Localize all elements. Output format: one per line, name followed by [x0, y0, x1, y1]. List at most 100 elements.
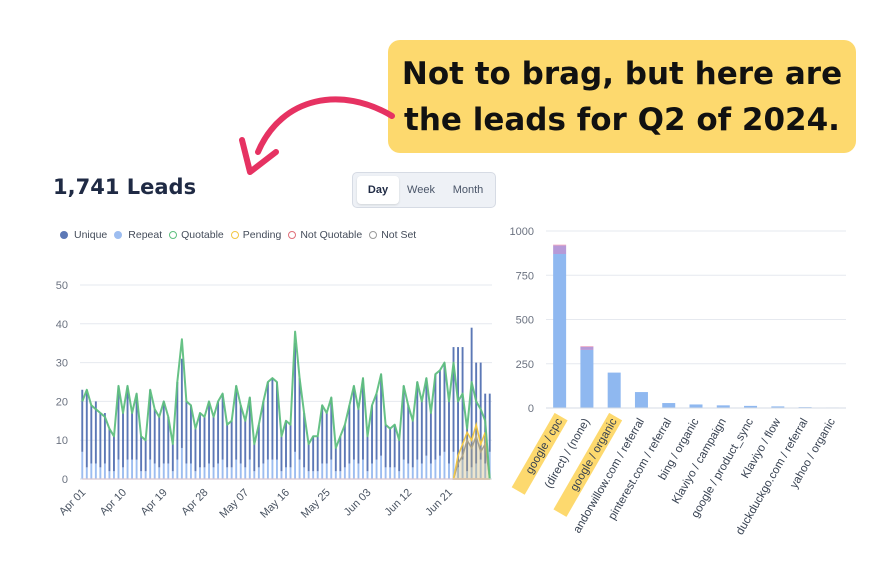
bar-repeat	[285, 467, 287, 479]
bar-segment-2	[553, 244, 567, 246]
y-tick-label: 750	[516, 270, 534, 282]
legend-item-unique[interactable]: Unique	[60, 229, 107, 241]
bar-unique	[248, 397, 251, 460]
legend-item-pending[interactable]: Pending	[230, 229, 282, 241]
bar-unique	[466, 424, 469, 472]
bar-repeat	[384, 467, 387, 479]
bar-unique	[434, 374, 437, 460]
bar-repeat	[457, 467, 459, 479]
bar-unique	[420, 401, 423, 464]
legend-item-quotable[interactable]: Quotable	[169, 229, 224, 241]
legend-swatch	[60, 231, 68, 239]
bar-unique	[239, 405, 242, 464]
bar-repeat	[407, 463, 410, 479]
legend-label: Pending	[242, 229, 282, 241]
bar-unique	[362, 378, 364, 460]
bar-unique	[135, 393, 138, 460]
bar-unique	[194, 428, 197, 472]
bar-segment-0	[771, 406, 785, 408]
bar-repeat	[176, 459, 179, 479]
bar-repeat	[343, 467, 346, 479]
bar-repeat	[122, 467, 124, 479]
bar-repeat	[275, 459, 278, 479]
bar-repeat	[167, 463, 170, 479]
bar-unique	[257, 424, 260, 468]
bar-repeat	[420, 463, 423, 479]
legend-label: Repeat	[128, 229, 163, 241]
bar-repeat	[429, 463, 432, 479]
bar-unique	[312, 436, 315, 472]
bar-repeat	[470, 467, 473, 479]
bar-unique	[321, 405, 324, 464]
legend-item-repeat[interactable]: Repeat	[114, 229, 162, 241]
y-tick-label: 250	[516, 359, 534, 371]
bar-unique	[122, 413, 124, 468]
bar-unique	[131, 413, 134, 460]
bar-repeat	[289, 467, 292, 479]
bar-unique	[325, 413, 328, 464]
bar-repeat	[312, 471, 315, 479]
line-quotable	[81, 330, 491, 480]
bar-segment-0	[716, 405, 730, 408]
bar-unique	[94, 401, 97, 464]
bar-repeat	[438, 455, 441, 479]
bar-repeat	[416, 459, 419, 479]
bar-repeat	[352, 459, 355, 479]
bar-repeat	[330, 459, 333, 479]
bar-unique	[189, 405, 192, 464]
bar-unique	[230, 420, 233, 468]
page-title: 1,741 Leads	[53, 175, 197, 199]
legend-item-not-set[interactable]: Not Set	[369, 229, 416, 241]
callout-line-2: the leads for Q2 of 2024.	[404, 101, 840, 138]
bar-repeat	[180, 447, 183, 479]
bar-segment-0	[689, 404, 703, 408]
bar-segment-0	[744, 405, 758, 408]
bar-unique	[348, 405, 351, 464]
bar-unique	[113, 436, 115, 472]
bar-unique	[144, 440, 147, 472]
bar-repeat	[226, 467, 229, 479]
bar-unique	[289, 424, 292, 468]
bar-unique	[488, 393, 491, 452]
y-tick-label: 20	[56, 396, 68, 408]
bar-repeat	[334, 471, 337, 479]
bar-unique	[330, 397, 333, 460]
bar-unique	[443, 362, 446, 452]
bar-repeat	[244, 467, 247, 479]
bar-repeat	[316, 471, 319, 479]
bar-repeat	[90, 463, 93, 479]
bar-unique	[235, 385, 238, 460]
bar-repeat	[398, 471, 401, 479]
toggle-week[interactable]: Week	[407, 184, 435, 196]
bar-unique	[90, 405, 93, 464]
bar-unique	[176, 382, 179, 460]
bar-repeat	[411, 467, 414, 479]
bar-repeat	[99, 467, 102, 479]
bar-repeat	[253, 471, 256, 479]
toggle-month[interactable]: Month	[452, 184, 484, 196]
bar-repeat	[452, 451, 455, 479]
bar-repeat	[321, 463, 324, 479]
toggle-day[interactable]: Day	[357, 176, 399, 204]
legend-item-not-quotable[interactable]: Not Quotable	[288, 229, 362, 241]
bar-repeat	[380, 455, 383, 479]
legend-swatch	[369, 231, 378, 239]
bar-repeat	[144, 471, 147, 479]
bar-unique	[438, 370, 441, 456]
bar-unique	[103, 413, 106, 464]
bar-unique	[85, 389, 88, 468]
bar-repeat	[239, 463, 242, 479]
bar-repeat	[294, 451, 297, 479]
bar-unique	[448, 401, 450, 464]
bar-unique	[461, 347, 464, 460]
bar-unique	[199, 413, 201, 468]
bar-repeat	[425, 455, 428, 479]
y-tick-label: 0	[62, 474, 68, 486]
bar-unique	[294, 343, 297, 452]
callout-box: Not to brag, but here are the leads for …	[388, 40, 856, 153]
bar-unique	[352, 385, 355, 460]
bar-unique	[221, 393, 224, 460]
legend-swatch	[288, 231, 297, 239]
bar-repeat	[448, 463, 450, 479]
